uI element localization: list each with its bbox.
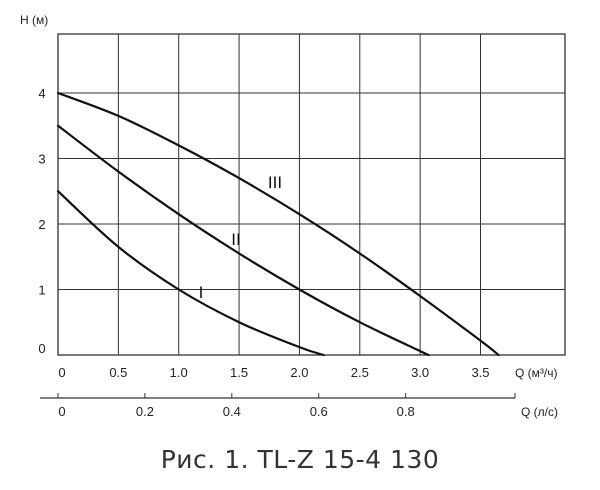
x-axis-label: Q (м³/ч) — [515, 366, 558, 380]
x-tick-label: 2.0 — [290, 365, 308, 380]
x2-tick-label: 0.8 — [397, 404, 415, 419]
y-tick-label: 4 — [38, 86, 45, 101]
chart-series — [56, 91, 500, 357]
x2-tick-label: 0 — [58, 404, 65, 419]
x2-tick-label: 0.2 — [136, 404, 154, 419]
figure-caption: Рис. 1. TL-Z 15-4 130 — [160, 445, 440, 474]
x-tick-label: 3.5 — [471, 365, 489, 380]
pump-curve-i — [56, 190, 325, 357]
x-tick-label: 0 — [58, 365, 65, 380]
y-tick-label: 2 — [38, 217, 45, 232]
plot-frame — [57, 33, 566, 356]
y-tick-label: 3 — [38, 151, 45, 166]
curve-label-i: I — [199, 283, 204, 302]
x-tick-label: 3.0 — [411, 365, 429, 380]
x-tick-label: 1.0 — [170, 365, 188, 380]
chart-grid — [57, 33, 566, 356]
x2-axis-label: Q (л/с) — [521, 405, 558, 419]
chart-axes: 0 1 2 3 4 H (м) 0 0.5 1.0 1.5 2.0 2.5 3.0 3.5 Q (м³/ч)… — [20, 13, 558, 419]
y-tick-label: 0 — [38, 341, 45, 356]
pump-curve-iii — [56, 91, 500, 357]
curve-label-iii: III — [268, 173, 282, 192]
pump-curve-ii — [56, 124, 430, 357]
y-axis-label: H (м) — [20, 13, 48, 27]
x-tick-label: 0.5 — [109, 365, 127, 380]
y-tick-label: 1 — [38, 282, 45, 297]
curve-label-ii: II — [231, 230, 240, 249]
x-tick-label: 2.5 — [351, 365, 369, 380]
x-tick-label: 1.5 — [230, 365, 248, 380]
x2-tick-label: 0.6 — [310, 404, 328, 419]
pump-curve-chart: 0 1 2 3 4 H (м) 0 0.5 1.0 1.5 2.0 2.5 3.0 3.5 Q (м³/ч)… — [20, 13, 566, 419]
x2-tick-label: 0.4 — [223, 404, 241, 419]
